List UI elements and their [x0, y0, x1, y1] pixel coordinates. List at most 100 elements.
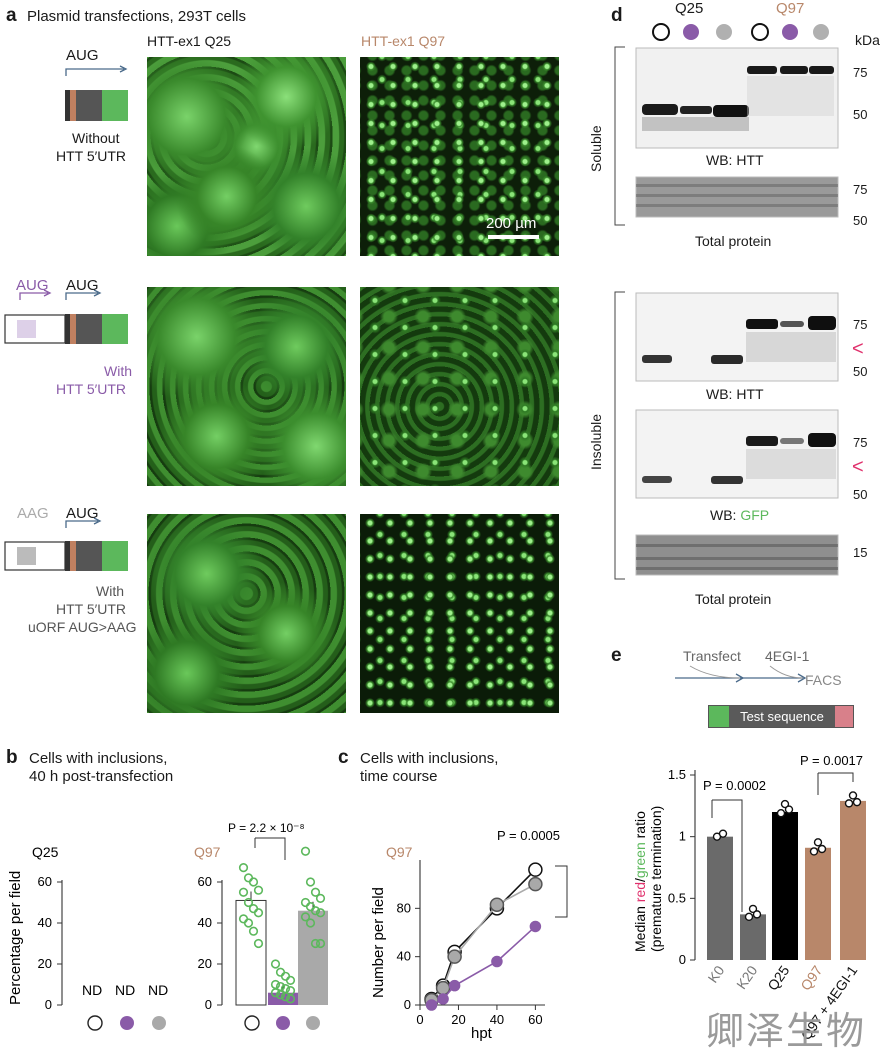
- c-series: [424, 862, 543, 1011]
- b-point-2-4: [300, 897, 311, 908]
- b-point-1-11: [285, 994, 296, 1004]
- e-construct-red: [835, 706, 853, 727]
- b-point-0-7: [253, 908, 264, 918]
- d-mw-50d: 50: [853, 487, 868, 502]
- e-point-4-2: [852, 797, 862, 807]
- b-point-1-0: [270, 959, 281, 969]
- b-q97-tick-60: 60: [198, 874, 212, 889]
- micrograph-q25-with-utr: [147, 287, 346, 486]
- e-construct-test: Test sequence: [729, 706, 835, 727]
- b-q97-tick-40: 40: [198, 915, 212, 930]
- b-point-2-2: [310, 887, 321, 897]
- b-point-0-5: [243, 897, 254, 908]
- b-point-2-8: [300, 912, 311, 922]
- panel-d-blots: < <: [614, 23, 864, 580]
- b-point-0-9: [243, 918, 254, 928]
- e-step-facs: FACS: [805, 672, 842, 688]
- c-point-0-4: [528, 862, 543, 877]
- c-point-1-2: [447, 949, 462, 964]
- panel-e-chart: Median red/green ratio (premature termin…: [632, 753, 866, 1040]
- b-nd-3: ND: [148, 982, 168, 998]
- construct-diagram-row2: [4, 289, 128, 344]
- d-wb-gfp: WB: GFP: [710, 507, 769, 524]
- b-point-0-0: [238, 863, 249, 873]
- watermark: 卿泽生物: [706, 1009, 867, 1053]
- row1-codon: AUG: [66, 47, 99, 64]
- lane-q97-open: [751, 23, 769, 41]
- c-xlabel: hpt: [471, 1025, 493, 1042]
- b-point-2-9: [305, 918, 316, 928]
- e-ticks: 0 0.5 1 1.5: [668, 767, 695, 967]
- d-mw-75a: 75: [853, 65, 868, 80]
- row3-label-1: With: [96, 583, 124, 599]
- e-point-4-0: [844, 799, 854, 808]
- construct-diagram-row1: [65, 65, 128, 121]
- c-ylabel: Number per field: [370, 887, 387, 998]
- b-nd-2: ND: [115, 982, 135, 998]
- panel-c-title-2: time course: [360, 768, 438, 785]
- b-point-1-10: [280, 992, 291, 1002]
- row2-label-1: With: [104, 363, 132, 379]
- b-point-2-7: [315, 908, 326, 918]
- e-step-transfect: Transfect: [683, 648, 741, 664]
- b-point-1-9: [275, 990, 286, 1000]
- panel-e-letter: e: [611, 645, 622, 666]
- d-mw-75c: 75: [853, 317, 868, 332]
- b-q25-ticks: 0 20 40 60: [38, 874, 62, 1012]
- scale-bar: [488, 235, 539, 239]
- d-wb-gfp-prefix: WB:: [710, 507, 741, 523]
- b-point-1-1: [275, 967, 286, 977]
- d-mw-75b: 75: [853, 182, 868, 197]
- e-point-2-0: [776, 809, 786, 818]
- panel-a-letter: a: [6, 5, 17, 26]
- micrograph-q97-uorf-mutant: [360, 514, 559, 713]
- d-header-q25: Q25: [675, 0, 704, 17]
- panel-a-title: Plasmid transfections, 293T cells: [27, 8, 246, 25]
- e-point-4-1: [848, 791, 858, 800]
- lane-q97-gray: [813, 24, 829, 40]
- blot-insoluble-total-bands: [636, 544, 838, 570]
- col-label-q25: HTT-ex1 Q25: [147, 33, 232, 49]
- c-xtick-2: 40: [490, 1012, 504, 1027]
- c-group: Q97: [386, 844, 413, 860]
- d-mw-50c: 50: [853, 364, 868, 379]
- c-ytick-2: 80: [397, 900, 411, 915]
- b-q25-legend-open: [87, 1015, 103, 1031]
- b-point-2-0: [300, 846, 311, 856]
- b-point-0-10: [248, 926, 259, 936]
- e-point-1-1: [748, 904, 758, 914]
- c-point-2-4: [529, 920, 542, 933]
- c-point-1-4: [528, 876, 543, 892]
- b-q97-tick-0: 0: [205, 997, 212, 1012]
- b-tick-60: 60: [38, 874, 52, 889]
- b-tick-40: 40: [38, 915, 52, 930]
- row3-label-3: uORF AUG>AAG: [28, 619, 137, 635]
- d-wb-gfp-word: GFP: [740, 507, 770, 523]
- construct-diagram-row3: [4, 517, 128, 571]
- d-mw-75d: 75: [853, 435, 868, 450]
- d-insoluble-label: Insoluble: [588, 413, 604, 470]
- e-p1: P = 0.0002: [703, 778, 766, 793]
- b-point-2-3: [315, 893, 326, 903]
- b-point-1-2: [280, 971, 291, 981]
- b-nd-1: ND: [82, 982, 102, 998]
- blot-soluble-htt: [635, 47, 839, 149]
- d-mw-50a: 50: [853, 107, 868, 122]
- b-point-2-6: [310, 906, 321, 916]
- e-construct: Test sequence: [708, 705, 854, 728]
- e-xtick-2: Q25: [764, 962, 792, 993]
- d-wb-htt-2: WB: HTT: [706, 386, 764, 402]
- row3-uorf-codon: AAG: [17, 505, 49, 522]
- col-label-q97: HTT-ex1 Q97: [361, 33, 446, 49]
- panel-c-title-1: Cells with inclusions,: [360, 750, 499, 767]
- b-group-q97: Q97: [194, 844, 221, 860]
- panel-c-chart: Q97 P = 0.0005 Number per field hpt 0 40 8…: [370, 828, 568, 1042]
- blot-insoluble-gfp-bands: [642, 433, 836, 484]
- e-point-3-1: [813, 838, 823, 847]
- panel-b-chart: Q25 Q97 P = 2.2 × 10⁻⁸ 0 20 40 60 Percen…: [7, 821, 328, 1031]
- b-q97-ticks: 0 20 40 60: [198, 874, 222, 1012]
- e-point-3-2: [817, 844, 827, 854]
- c-ticks: 0 40 80 0 20 40 60: [397, 900, 543, 1027]
- b-q97-bars: [235, 846, 328, 1006]
- micrograph-q97-with-utr: [360, 287, 559, 486]
